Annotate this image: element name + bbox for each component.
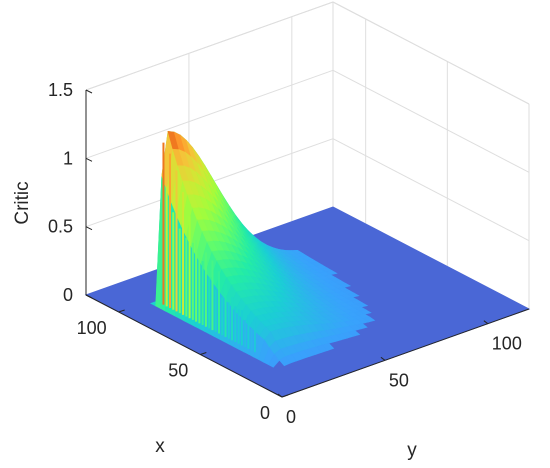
surface-cell (346, 292, 360, 298)
surface-cell (359, 309, 372, 315)
surface-cell (338, 282, 352, 288)
grid-line-z-wall-y (332, 69, 530, 173)
z-tick-mark (85, 294, 93, 299)
z-tick-label: 1 (63, 148, 73, 168)
surface (84, 130, 531, 398)
x-tick-mark (200, 352, 207, 355)
x-tick-label: 50 (168, 361, 188, 381)
surface-cell (362, 316, 376, 323)
surface-cell (322, 342, 335, 351)
surface-ridge (162, 142, 256, 353)
z-tick-mark (85, 226, 93, 231)
z-tick-label: 1.5 (48, 80, 73, 100)
x-tick-label: 0 (260, 403, 270, 423)
x-tick-label: 100 (77, 318, 107, 338)
box-edge-top-back-left (85, 1, 334, 91)
y-tick-mark (277, 393, 283, 398)
grid-line-z-wall-y (332, 138, 530, 242)
y-tick-label: 50 (389, 370, 409, 390)
x-tick-mark (118, 309, 125, 313)
surface-cell (347, 330, 361, 337)
y-axis-label: y (407, 440, 417, 461)
grid-line-z-wall-x (85, 69, 334, 159)
y-tick-mark (483, 320, 489, 325)
z-axis-label: Critic (12, 181, 33, 224)
box-edge-top-back-right (332, 1, 530, 105)
surface-cell (324, 270, 338, 276)
z-tick-label: 0.5 (48, 217, 73, 237)
surface-cell (355, 302, 369, 308)
y-tick-label: 100 (492, 334, 522, 354)
x-tick-mark (281, 394, 289, 398)
z-tick-mark (85, 89, 93, 94)
z-tick-label: 0 (63, 285, 73, 305)
z-tick-mark (85, 157, 93, 162)
surface-cell (355, 323, 368, 330)
x-axis-label: x (155, 436, 165, 457)
y-tick-label: 0 (286, 407, 296, 427)
y-tick-mark (380, 356, 386, 361)
